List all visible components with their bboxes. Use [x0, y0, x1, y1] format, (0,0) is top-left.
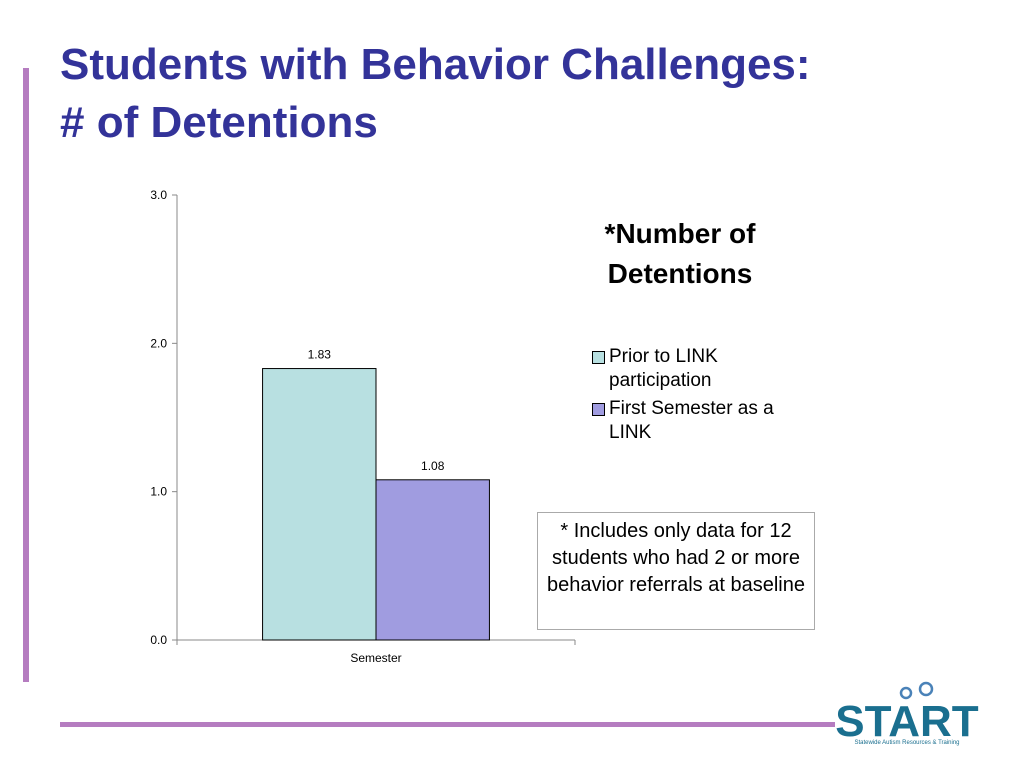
- legend-entry: Prior to LINK participation: [592, 345, 802, 393]
- legend-swatch: [592, 351, 605, 364]
- data-label: 1.08: [421, 459, 445, 473]
- bar: [375, 479, 490, 641]
- x-tick-label: Semester: [350, 651, 401, 665]
- legend: Prior to LINK participation First Semeste…: [592, 345, 802, 449]
- y-tick-label: 2.0: [150, 336, 167, 350]
- logo-tagline: Statewide Autism Resources & Training: [854, 740, 959, 746]
- logo-name: START: [835, 697, 979, 746]
- y-tick-label: 1.0: [150, 485, 167, 499]
- slide-title: Students with Behavior Challenges: # of …: [60, 36, 811, 152]
- y-tick-label: 0.0: [150, 633, 167, 647]
- side-bar: [23, 68, 29, 682]
- title-line: Students with Behavior Challenges:: [60, 40, 811, 89]
- legend-swatch: [592, 403, 605, 416]
- logo-icon: [918, 681, 934, 697]
- legend-label: First Semester as a LINK: [609, 398, 774, 443]
- bar: [262, 368, 377, 641]
- legend-entry: First Semester as a LINK: [592, 397, 802, 445]
- data-label: 1.83: [308, 348, 332, 362]
- logo-icon: [899, 686, 913, 700]
- y-tick-label: 3.0: [150, 188, 167, 202]
- annotation: * Includes only data for 12 students who…: [537, 512, 815, 630]
- title-line: # of Detentions: [60, 98, 378, 147]
- bottom-bar: [60, 722, 835, 727]
- logo: START Statewide Autism Resources & Train…: [835, 681, 979, 746]
- legend-label: Prior to LINK participation: [609, 346, 718, 391]
- chart-title: *Number of Detentions: [604, 218, 756, 289]
